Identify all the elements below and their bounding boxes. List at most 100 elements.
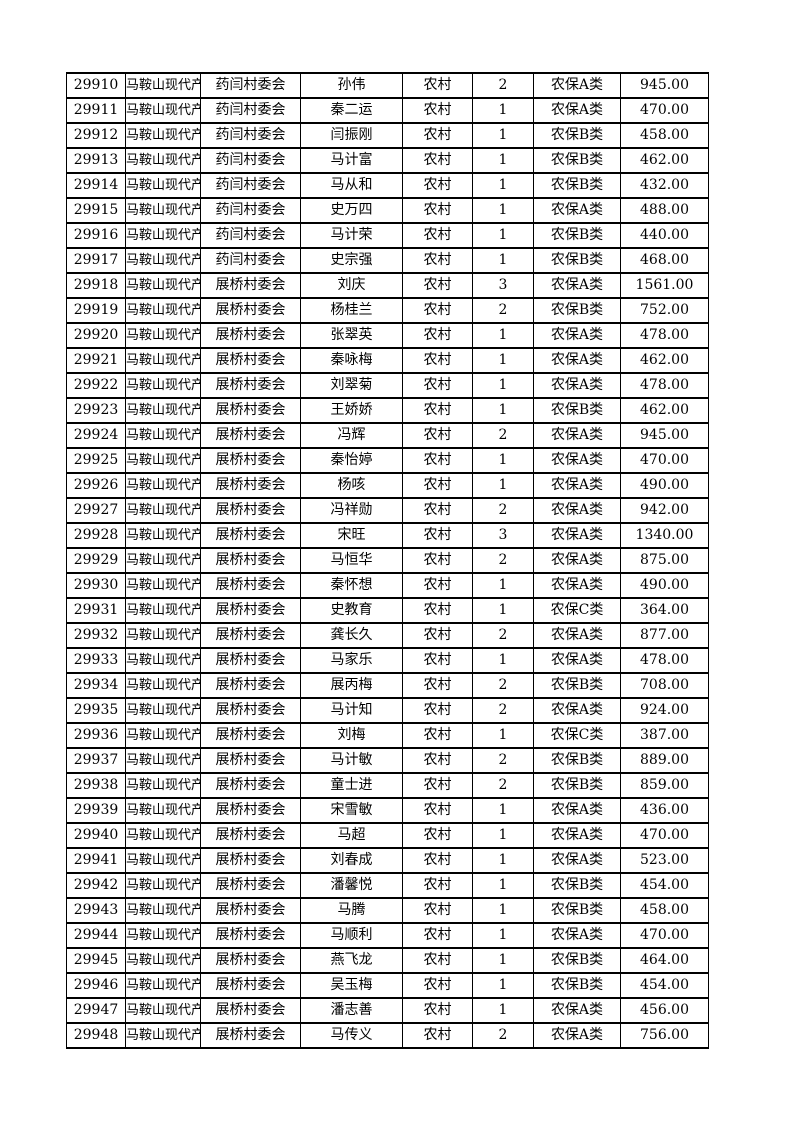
village-committee-cell: 展桥村委会 xyxy=(200,822,301,849)
amount-cell: 490.00 xyxy=(620,572,709,599)
village-committee-cell: 展桥村委会 xyxy=(200,672,301,699)
unit-cell: 马鞍山现代产业 xyxy=(125,147,201,174)
table-row: 29934 马鞍山现代产业 展桥村委会 展丙梅 农村 2 农保B类 708.00 xyxy=(66,672,709,699)
residence-type-cell: 农村 xyxy=(402,72,473,99)
residence-type-cell: 农村 xyxy=(402,547,473,574)
amount-cell: 468.00 xyxy=(620,247,709,274)
record-id-cell: 29910 xyxy=(66,72,126,99)
person-name-cell: 王娇娇 xyxy=(300,397,403,424)
person-count-cell: 1 xyxy=(472,797,534,824)
residence-type-cell: 农村 xyxy=(402,422,473,449)
table-row: 29939 马鞍山现代产业 展桥村委会 宋雪敏 农村 1 农保A类 436.00 xyxy=(66,797,709,824)
record-id-cell: 29936 xyxy=(66,722,126,749)
amount-cell: 364.00 xyxy=(620,597,709,624)
village-committee-cell: 药闫村委会 xyxy=(200,222,301,249)
person-name-cell: 潘志善 xyxy=(300,997,403,1024)
insurance-category-cell: 农保A类 xyxy=(533,447,621,474)
table-row: 29941 马鞍山现代产业 展桥村委会 刘春成 农村 1 农保A类 523.00 xyxy=(66,847,709,874)
insurance-category-cell: 农保A类 xyxy=(533,322,621,349)
amount-cell: 889.00 xyxy=(620,747,709,774)
person-name-cell: 马顺利 xyxy=(300,922,403,949)
person-name-cell: 展丙梅 xyxy=(300,672,403,699)
insurance-category-cell: 农保B类 xyxy=(533,222,621,249)
unit-cell: 马鞍山现代产业 xyxy=(125,97,201,124)
village-committee-cell: 展桥村委会 xyxy=(200,397,301,424)
person-count-cell: 3 xyxy=(472,272,534,299)
village-committee-cell: 展桥村委会 xyxy=(200,972,301,999)
table-row: 29931 马鞍山现代产业 展桥村委会 史教育 农村 1 农保C类 364.00 xyxy=(66,597,709,624)
table-row: 29935 马鞍山现代产业 展桥村委会 马计知 农村 2 农保A类 924.00 xyxy=(66,697,709,724)
amount-cell: 942.00 xyxy=(620,497,709,524)
person-count-cell: 1 xyxy=(472,572,534,599)
village-committee-cell: 展桥村委会 xyxy=(200,322,301,349)
amount-cell: 488.00 xyxy=(620,197,709,224)
insurance-category-cell: 农保A类 xyxy=(533,97,621,124)
amount-cell: 752.00 xyxy=(620,297,709,324)
record-id-cell: 29912 xyxy=(66,122,126,149)
amount-cell: 454.00 xyxy=(620,872,709,899)
person-name-cell: 马从和 xyxy=(300,172,403,199)
person-count-cell: 1 xyxy=(472,172,534,199)
unit-cell: 马鞍山现代产业 xyxy=(125,847,201,874)
record-id-cell: 29914 xyxy=(66,172,126,199)
village-committee-cell: 药闫村委会 xyxy=(200,172,301,199)
table-row: 29913 马鞍山现代产业 药闫村委会 马计富 农村 1 农保B类 462.00 xyxy=(66,147,709,174)
residence-type-cell: 农村 xyxy=(402,997,473,1024)
unit-cell: 马鞍山现代产业 xyxy=(125,497,201,524)
record-id-cell: 29923 xyxy=(66,397,126,424)
table-row: 29912 马鞍山现代产业 药闫村委会 闫振刚 农村 1 农保B类 458.00 xyxy=(66,122,709,149)
amount-cell: 924.00 xyxy=(620,697,709,724)
table-row: 29938 马鞍山现代产业 展桥村委会 童士进 农村 2 农保B类 859.00 xyxy=(66,772,709,799)
insurance-category-cell: 农保B类 xyxy=(533,747,621,774)
table-row: 29923 马鞍山现代产业 展桥村委会 王娇娇 农村 1 农保B类 462.00 xyxy=(66,397,709,424)
village-committee-cell: 展桥村委会 xyxy=(200,722,301,749)
amount-cell: 458.00 xyxy=(620,122,709,149)
residence-type-cell: 农村 xyxy=(402,672,473,699)
amount-cell: 470.00 xyxy=(620,447,709,474)
person-count-cell: 1 xyxy=(472,897,534,924)
unit-cell: 马鞍山现代产业 xyxy=(125,897,201,924)
village-committee-cell: 展桥村委会 xyxy=(200,522,301,549)
unit-cell: 马鞍山现代产业 xyxy=(125,397,201,424)
residence-type-cell: 农村 xyxy=(402,822,473,849)
residence-type-cell: 农村 xyxy=(402,872,473,899)
insurance-category-cell: 农保A类 xyxy=(533,847,621,874)
unit-cell: 马鞍山现代产业 xyxy=(125,747,201,774)
person-name-cell: 宋旺 xyxy=(300,522,403,549)
village-committee-cell: 展桥村委会 xyxy=(200,647,301,674)
record-id-cell: 29924 xyxy=(66,422,126,449)
person-name-cell: 杨桂兰 xyxy=(300,297,403,324)
person-count-cell: 1 xyxy=(472,722,534,749)
residence-type-cell: 农村 xyxy=(402,347,473,374)
unit-cell: 马鞍山现代产业 xyxy=(125,622,201,649)
unit-cell: 马鞍山现代产业 xyxy=(125,772,201,799)
village-committee-cell: 展桥村委会 xyxy=(200,372,301,399)
amount-cell: 464.00 xyxy=(620,947,709,974)
unit-cell: 马鞍山现代产业 xyxy=(125,222,201,249)
person-name-cell: 童士进 xyxy=(300,772,403,799)
person-count-cell: 2 xyxy=(472,697,534,724)
village-committee-cell: 展桥村委会 xyxy=(200,447,301,474)
table-row: 29927 马鞍山现代产业 展桥村委会 冯祥勋 农村 2 农保A类 942.00 xyxy=(66,497,709,524)
insurance-category-cell: 农保B类 xyxy=(533,772,621,799)
residence-type-cell: 农村 xyxy=(402,497,473,524)
village-committee-cell: 展桥村委会 xyxy=(200,747,301,774)
residence-type-cell: 农村 xyxy=(402,922,473,949)
table-row: 29920 马鞍山现代产业 展桥村委会 张翠英 农村 1 农保A类 478.00 xyxy=(66,322,709,349)
unit-cell: 马鞍山现代产业 xyxy=(125,197,201,224)
person-name-cell: 秦二运 xyxy=(300,97,403,124)
table-row: 29917 马鞍山现代产业 药闫村委会 史宗强 农村 1 农保B类 468.00 xyxy=(66,247,709,274)
unit-cell: 马鞍山现代产业 xyxy=(125,322,201,349)
unit-cell: 马鞍山现代产业 xyxy=(125,297,201,324)
amount-cell: 387.00 xyxy=(620,722,709,749)
village-committee-cell: 展桥村委会 xyxy=(200,622,301,649)
person-count-cell: 1 xyxy=(472,597,534,624)
village-committee-cell: 展桥村委会 xyxy=(200,272,301,299)
residence-type-cell: 农村 xyxy=(402,897,473,924)
village-committee-cell: 药闫村委会 xyxy=(200,197,301,224)
person-count-cell: 2 xyxy=(472,547,534,574)
unit-cell: 马鞍山现代产业 xyxy=(125,247,201,274)
person-count-cell: 1 xyxy=(472,247,534,274)
record-id-cell: 29928 xyxy=(66,522,126,549)
